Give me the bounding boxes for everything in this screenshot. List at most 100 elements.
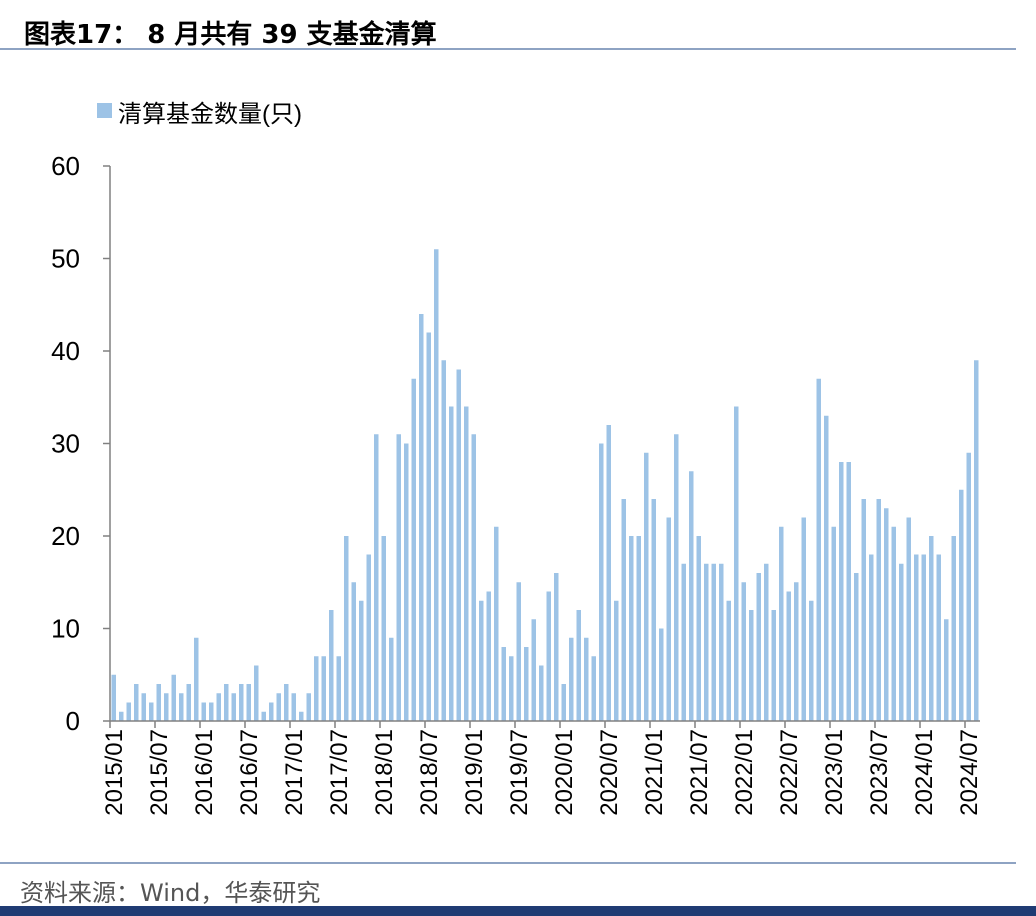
x-tick-label: 2022/07 xyxy=(776,729,803,816)
bars xyxy=(111,249,979,721)
x-tick-label: 2018/01 xyxy=(371,729,398,816)
bar xyxy=(569,637,574,721)
bar xyxy=(554,573,559,721)
y-tick-labels: 0 10 20 30 40 50 60 xyxy=(51,151,80,736)
y-tick-label: 40 xyxy=(51,336,80,366)
bar xyxy=(299,711,304,721)
bar xyxy=(771,610,776,721)
bar xyxy=(629,536,634,721)
y-tick-label: 30 xyxy=(51,429,80,459)
bar xyxy=(839,462,844,721)
x-tick-label: 2017/01 xyxy=(281,729,308,816)
x-tick-label: 2018/07 xyxy=(416,729,443,816)
bar xyxy=(951,536,956,721)
bar xyxy=(966,452,971,721)
bar xyxy=(561,684,566,721)
bar xyxy=(329,610,334,721)
bar xyxy=(501,647,506,721)
bar xyxy=(681,563,686,721)
bar xyxy=(756,573,761,721)
bar xyxy=(449,406,454,721)
bar xyxy=(141,693,146,721)
chart-title: 图表17： 8 月共有 39 支基金清算 xyxy=(24,20,437,50)
bar xyxy=(464,406,469,721)
bar xyxy=(201,702,206,721)
bar xyxy=(194,637,199,721)
bar xyxy=(591,656,596,721)
bar xyxy=(261,711,266,721)
bar xyxy=(389,637,394,721)
bar xyxy=(119,711,124,721)
bar xyxy=(974,360,979,721)
bar xyxy=(884,508,889,721)
bar xyxy=(876,499,881,721)
bar xyxy=(599,443,604,721)
bar xyxy=(291,693,296,721)
y-tick-label: 20 xyxy=(51,521,80,551)
bar xyxy=(929,536,934,721)
bar xyxy=(509,656,514,721)
bar xyxy=(239,684,244,721)
x-tick-label: 2016/07 xyxy=(236,729,263,816)
bar xyxy=(741,582,746,721)
bar xyxy=(486,591,491,721)
bar xyxy=(779,526,784,721)
bar xyxy=(524,647,529,721)
bar xyxy=(764,563,769,721)
bar xyxy=(209,702,214,721)
bar xyxy=(126,702,131,721)
legend-swatch xyxy=(97,103,112,118)
bar xyxy=(224,684,229,721)
bar xyxy=(794,582,799,721)
bar xyxy=(576,610,581,721)
y-tick-label: 10 xyxy=(51,614,80,644)
bar xyxy=(846,462,851,721)
bar xyxy=(404,443,409,721)
bar xyxy=(531,619,536,721)
bar xyxy=(711,563,716,721)
bar xyxy=(231,693,236,721)
bar xyxy=(899,563,904,721)
bar xyxy=(471,434,476,721)
bar xyxy=(621,499,626,721)
x-tick-label: 2019/07 xyxy=(506,729,533,816)
bar xyxy=(749,610,754,721)
bar xyxy=(921,554,926,721)
bar xyxy=(651,499,656,721)
bar xyxy=(891,526,896,721)
bar xyxy=(419,314,424,721)
bar xyxy=(374,434,379,721)
bar xyxy=(516,582,521,721)
x-tick-label: 2015/01 xyxy=(101,729,128,816)
x-tick-label: 2020/07 xyxy=(596,729,623,816)
x-tick-label: 2016/01 xyxy=(191,729,218,816)
bar xyxy=(434,249,439,721)
bar xyxy=(614,600,619,721)
x-tick-label: 2024/07 xyxy=(956,729,983,816)
bar xyxy=(216,693,221,721)
bar xyxy=(179,693,184,721)
bar xyxy=(479,600,484,721)
bar xyxy=(164,693,169,721)
bar xyxy=(366,554,371,721)
bar xyxy=(734,406,739,721)
x-tick-label: 2023/01 xyxy=(821,729,848,816)
bar xyxy=(321,656,326,721)
bar xyxy=(936,554,941,721)
bar xyxy=(606,425,611,721)
bar xyxy=(546,591,551,721)
bar xyxy=(284,684,289,721)
x-tick-labels: 2015/01 2015/07 2016/01 2016/07 2017/01 2017/… xyxy=(101,729,983,816)
bar xyxy=(426,332,431,721)
bar xyxy=(786,591,791,721)
bar xyxy=(689,471,694,721)
bar xyxy=(809,600,814,721)
bar xyxy=(351,582,356,721)
bar xyxy=(441,360,446,721)
bar xyxy=(381,536,386,721)
bar xyxy=(344,536,349,721)
bar xyxy=(456,369,461,721)
top-divider xyxy=(0,48,1016,50)
x-tick-label: 2023/07 xyxy=(866,729,893,816)
